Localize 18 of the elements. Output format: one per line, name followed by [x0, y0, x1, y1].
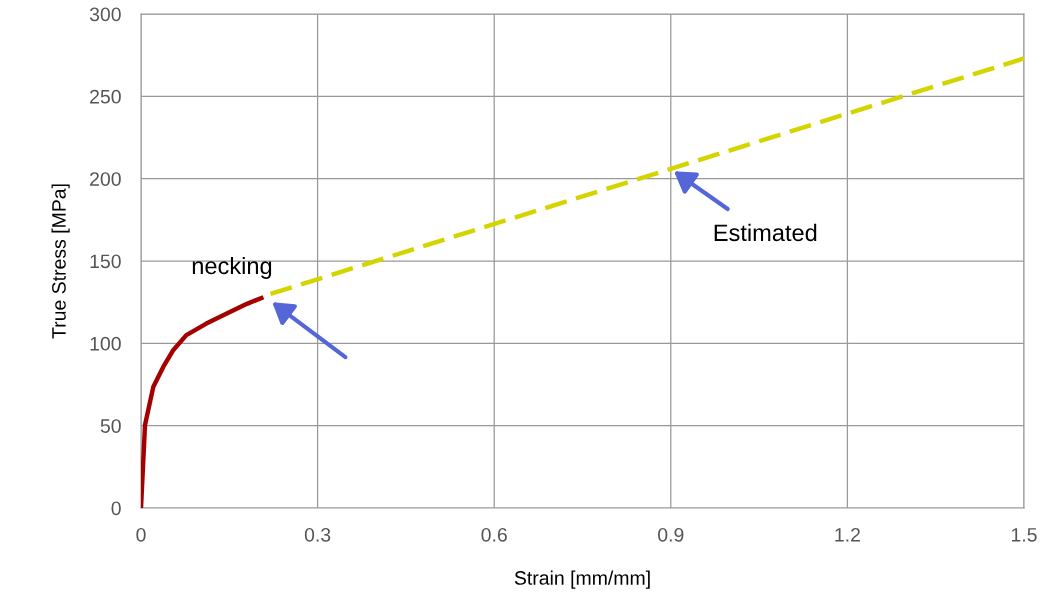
annotation: Estimated — [714, 223, 817, 242]
x-tick-label: 1.5 — [1011, 528, 1037, 542]
x-tick-label: 1.2 — [835, 527, 860, 542]
x-tick-label: 0.3 — [304, 527, 331, 542]
line-series — [141, 295, 266, 508]
y-tick-label: 0 — [111, 501, 121, 516]
y-tick-label: 150 — [90, 254, 121, 269]
y-tick-label: 100 — [90, 336, 121, 351]
x-tick-label: 0.6 — [481, 527, 507, 542]
y-tick-label: 50 — [100, 419, 121, 433]
x-tick-label: 0.9 — [658, 527, 684, 542]
x-axis-title: Strain [mm/mm] — [514, 570, 650, 589]
annotation: necking — [192, 256, 272, 279]
y-tick-label: 200 — [90, 172, 121, 186]
y-axis-title: True Stress [MPa] — [51, 184, 70, 339]
x-tick-label: 0 — [136, 527, 146, 542]
y-tick-label: 250 — [90, 89, 121, 104]
y-tick-label: 300 — [89, 7, 121, 22]
